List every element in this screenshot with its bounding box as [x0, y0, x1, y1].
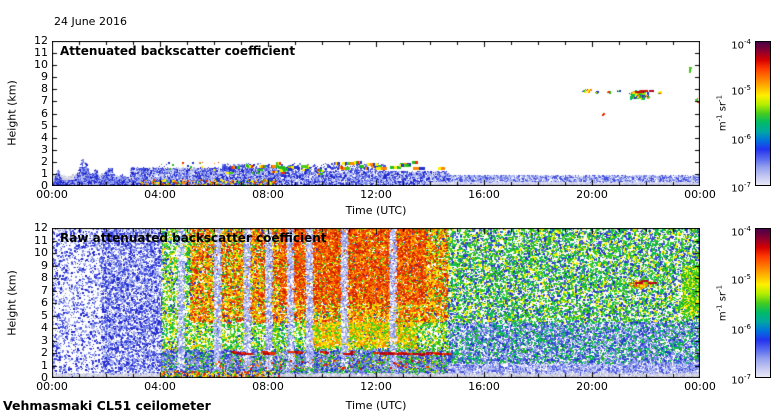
- colorbar-tick-exp: -5: [744, 84, 751, 93]
- y-tick-label: 4: [41, 130, 48, 144]
- x-tick-label: 04:00: [144, 380, 176, 393]
- top-panel: Attenuated backscatter coefficient: [52, 41, 700, 186]
- bottom-y-axis-label: Height (km): [5, 270, 19, 336]
- colorbar-tick-label: 10-5: [725, 272, 751, 286]
- y-tick-label: 11: [34, 46, 48, 60]
- x-tick-label: 00:00: [36, 380, 68, 393]
- x-tick-label: 08:00: [252, 380, 284, 393]
- colorbar-tick-label: 10-7: [725, 372, 751, 386]
- y-tick-label: 0: [41, 179, 48, 192]
- y-tick-label: 12: [34, 34, 48, 47]
- colorbar-tick-label: 10-5: [725, 83, 751, 97]
- bottom-panel-title: Raw attenuated backscatter coefficient: [60, 231, 327, 245]
- colorbar-tick-label: 10-6: [725, 322, 751, 336]
- y-tick-label: 2: [41, 346, 48, 359]
- x-tick-label: 12:00: [360, 380, 392, 393]
- bottom-heatmap-canvas: [52, 228, 700, 378]
- top-colorbar-unit: m-1 sr-1: [715, 94, 729, 132]
- bottom-colorbar: [755, 228, 771, 378]
- y-tick-label: 5: [41, 308, 48, 322]
- y-tick-label: 1: [41, 358, 48, 372]
- colorbar-tick-exp: -4: [744, 225, 751, 233]
- y-tick-label: 3: [41, 333, 48, 347]
- top-x-axis-label: Time (UTC): [345, 204, 407, 217]
- y-tick-label: 6: [41, 296, 48, 309]
- colorbar-tick-base: 10: [731, 134, 745, 146]
- colorbar-tick-base: 10: [731, 40, 745, 52]
- colorbar-tick-base: 10: [731, 325, 745, 337]
- x-tick-label: 04:00: [144, 188, 176, 201]
- bottom-x-axis-label: Time (UTC): [345, 399, 407, 412]
- x-tick-label: 12:00: [360, 188, 392, 201]
- top-y-axis-label: Height (km): [5, 80, 19, 146]
- y-tick-label: 1: [41, 166, 48, 180]
- x-tick-label: 20:00: [576, 380, 608, 393]
- y-tick-label: 7: [41, 283, 48, 297]
- y-tick-label: 8: [41, 271, 48, 284]
- y-tick-label: 8: [41, 82, 48, 96]
- bottom-panel: Raw attenuated backscatter coefficient: [52, 228, 700, 378]
- x-tick-label: 00:00: [684, 380, 716, 393]
- date-label: 24 June 2016: [54, 15, 127, 28]
- y-tick-label: 11: [34, 233, 48, 247]
- x-tick-label: 16:00: [468, 188, 500, 201]
- top-heatmap-canvas: [52, 41, 700, 186]
- colorbar-tick-label: 10-6: [725, 132, 751, 146]
- x-tick-label: 00:00: [36, 188, 68, 201]
- y-tick-label: 2: [41, 154, 48, 168]
- colorbar-tick-exp: -5: [744, 273, 751, 281]
- colorbar-tick-base: 10: [731, 375, 745, 387]
- colorbar-tick-base: 10: [731, 227, 745, 239]
- top-panel-title: Attenuated backscatter coefficient: [60, 44, 296, 58]
- x-tick-label: 08:00: [252, 188, 284, 201]
- x-tick-label: 16:00: [468, 380, 500, 393]
- colorbar-tick-base: 10: [731, 275, 745, 287]
- colorbar-tick-exp: -4: [744, 38, 751, 46]
- colorbar-tick-label: 10-7: [725, 180, 751, 194]
- colorbar-tick-exp: -6: [744, 323, 751, 331]
- x-tick-label: 00:00: [684, 188, 716, 201]
- footer-label: Vehmasmaki CL51 ceilometer: [3, 398, 211, 413]
- y-tick-label: 9: [41, 258, 48, 272]
- colorbar-tick-exp: -7: [744, 373, 751, 381]
- bottom-colorbar-unit: m-1 sr-1: [715, 284, 729, 322]
- colorbar-tick-label: 10-4: [725, 224, 751, 238]
- x-tick-label: 20:00: [576, 188, 608, 201]
- y-tick-label: 12: [34, 221, 48, 234]
- y-tick-label: 10: [34, 246, 48, 259]
- y-tick-label: 0: [41, 371, 48, 384]
- colorbar-tick-base: 10: [731, 86, 745, 98]
- y-tick-label: 3: [41, 142, 48, 156]
- colorbar-tick-exp: -6: [744, 132, 751, 141]
- y-tick-label: 7: [41, 94, 48, 108]
- y-tick-label: 9: [41, 70, 48, 84]
- y-tick-label: 6: [41, 106, 48, 120]
- colorbar-tick-exp: -7: [744, 181, 751, 189]
- y-tick-label: 4: [41, 321, 48, 334]
- colorbar-tick-label: 10-4: [725, 37, 751, 51]
- top-colorbar: [755, 41, 771, 186]
- y-tick-label: 5: [41, 118, 48, 132]
- y-tick-label: 10: [34, 58, 48, 72]
- colorbar-tick-base: 10: [731, 183, 745, 195]
